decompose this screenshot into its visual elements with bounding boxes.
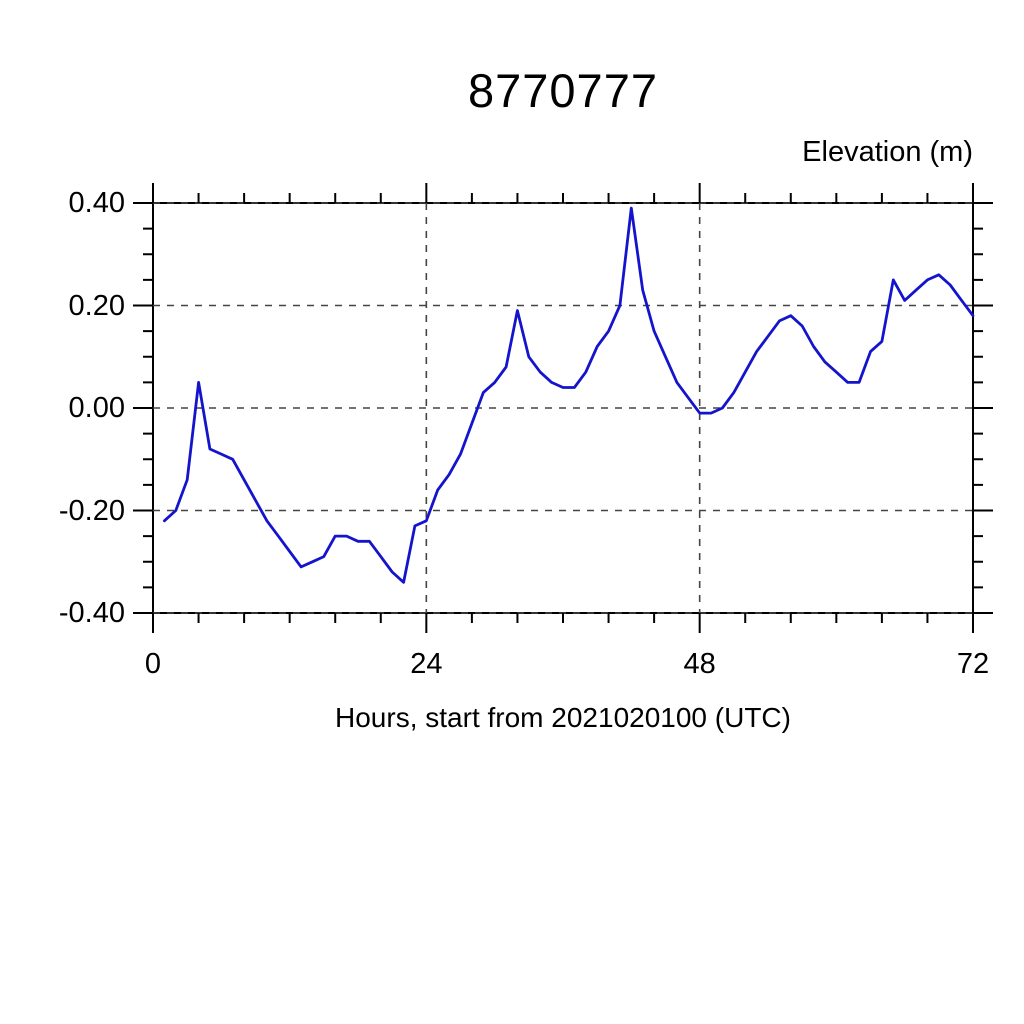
station-title: 8770777 [468,64,658,117]
y-tick-label: 0.40 [68,187,125,219]
y-tick-label: -0.40 [58,597,125,629]
y-tick-label: 0.00 [68,392,125,424]
x-tick-label: 0 [144,648,162,680]
x-axis-label: Hours, start from 2021020100 (UTC) [335,702,791,733]
y-axis-unit-label: Elevation (m) [802,136,973,168]
y-tick-label: 0.20 [68,289,125,322]
elevation-series-line [162,206,975,584]
x-tick-label: 72 [956,648,990,680]
x-tick-label: 48 [683,648,716,680]
x-tick-label: 24 [410,648,443,680]
y-tick-label: -0.20 [58,494,125,527]
